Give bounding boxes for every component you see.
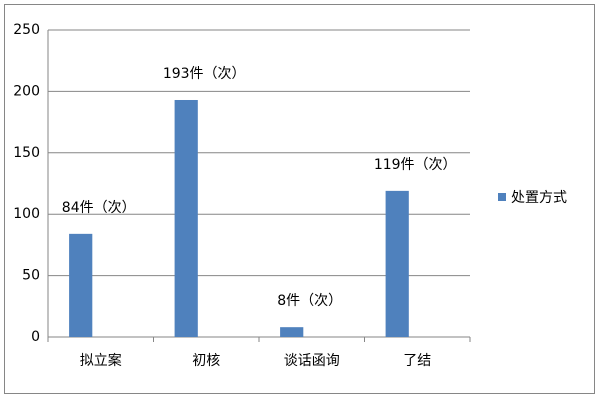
y-tick-label: 150 [13, 145, 40, 161]
bar [174, 99, 198, 337]
x-tick-label: 了结 [403, 353, 431, 369]
x-tick-label: 拟立案 [80, 352, 122, 369]
x-tick-label: 初核 [192, 352, 220, 369]
bar [385, 190, 409, 337]
y-tick-label: 0 [31, 329, 40, 345]
legend-marker [498, 193, 506, 201]
value-label: 119件（次） [374, 157, 457, 173]
x-tick-label: 谈话函询 [284, 353, 340, 369]
value-label: 84件（次） [62, 200, 136, 216]
legend-label: 处置方式 [511, 190, 567, 206]
value-label: 8件（次） [277, 293, 342, 309]
bar [69, 233, 93, 337]
y-tick-label: 250 [13, 22, 40, 38]
y-tick-label: 50 [22, 268, 40, 284]
y-tick-label: 100 [13, 206, 40, 222]
value-label: 193件（次） [163, 66, 246, 82]
bar [280, 327, 304, 337]
y-tick-label: 200 [13, 83, 40, 99]
